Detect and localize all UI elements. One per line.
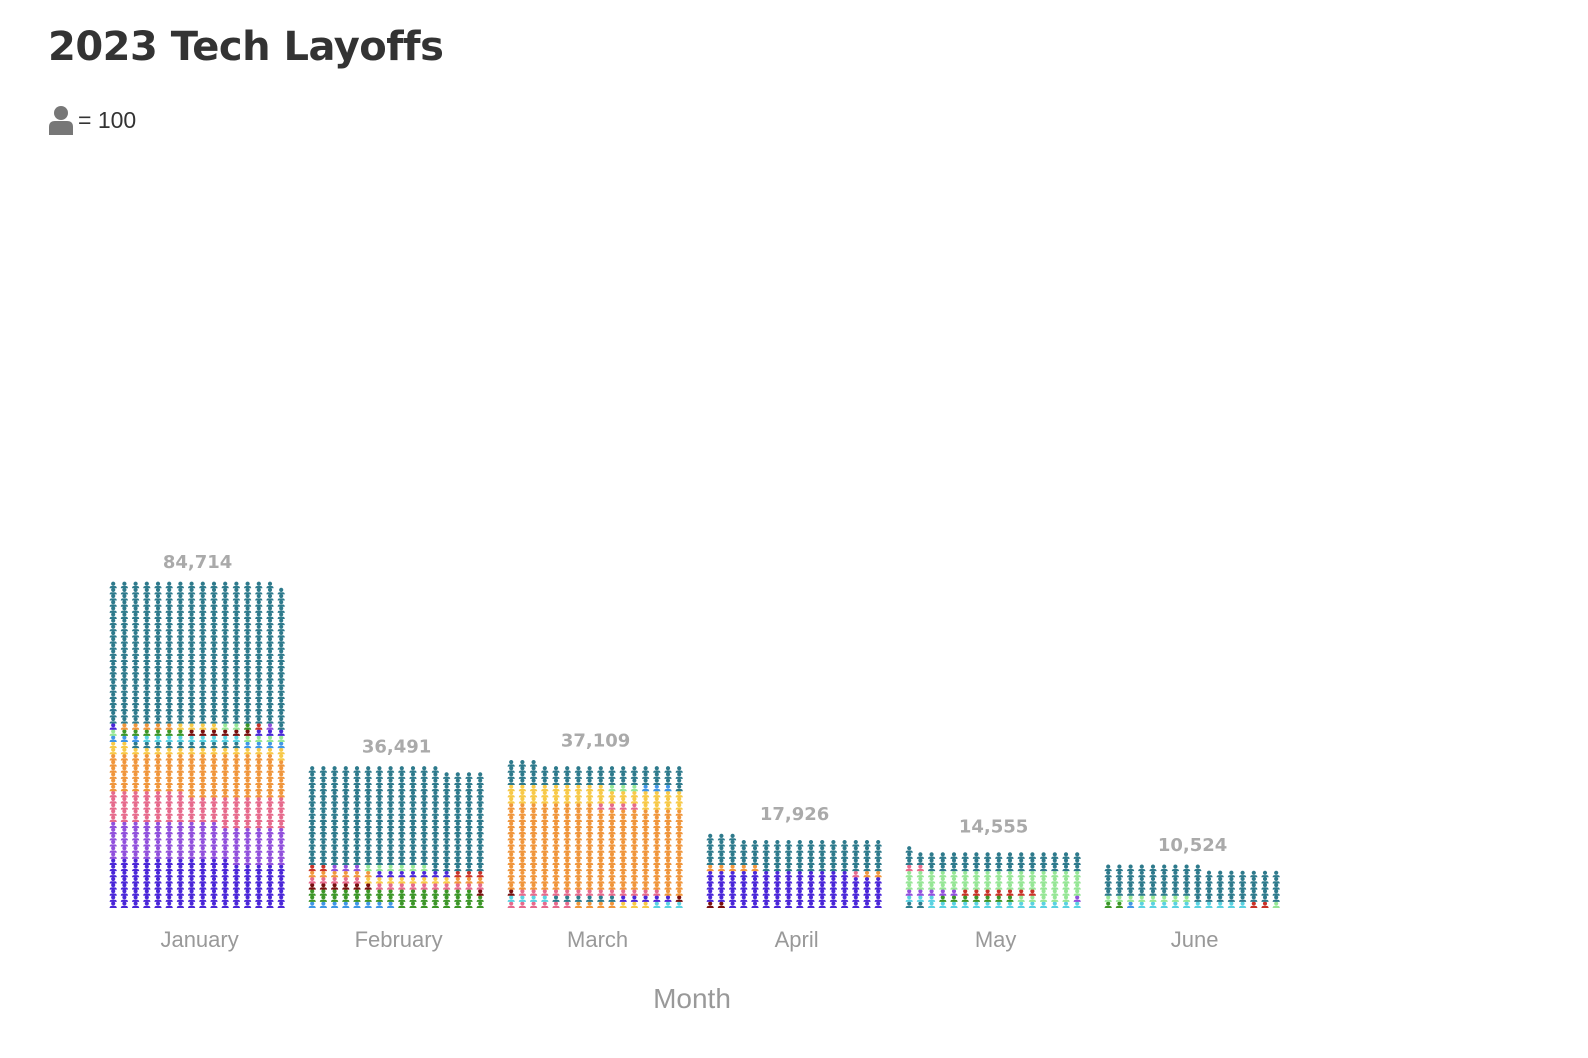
chart-title: 2023 Tech Layoffs bbox=[48, 24, 444, 70]
category-label-may: May bbox=[975, 927, 1017, 952]
x-axis-label: Month bbox=[653, 983, 731, 1014]
value-label-april: 17,926 bbox=[760, 804, 829, 825]
bar-may bbox=[905, 846, 1081, 909]
value-label-may: 14,555 bbox=[959, 817, 1028, 838]
value-label-march: 37,109 bbox=[561, 730, 630, 751]
category-label-february: February bbox=[355, 927, 443, 952]
labels-layer: 84,714 January 36,491 February 37,109 March 17… bbox=[160, 552, 1227, 952]
bar-march bbox=[507, 760, 683, 909]
bar-june bbox=[1104, 864, 1280, 909]
category-label-june: June bbox=[1171, 927, 1219, 952]
bar-february bbox=[308, 766, 484, 909]
bars-layer bbox=[109, 581, 1280, 909]
legend: = 100 bbox=[48, 104, 136, 136]
value-label-february: 36,491 bbox=[362, 737, 431, 758]
category-label-march: March bbox=[567, 927, 628, 952]
category-label-april: April bbox=[775, 927, 819, 952]
bar-january bbox=[109, 581, 285, 909]
value-label-june: 10,524 bbox=[1158, 835, 1227, 856]
category-label-january: January bbox=[160, 927, 238, 952]
person-icon bbox=[49, 106, 73, 135]
value-label-january: 84,714 bbox=[163, 552, 232, 573]
legend-text: = 100 bbox=[78, 106, 137, 133]
bar-april bbox=[706, 833, 882, 909]
